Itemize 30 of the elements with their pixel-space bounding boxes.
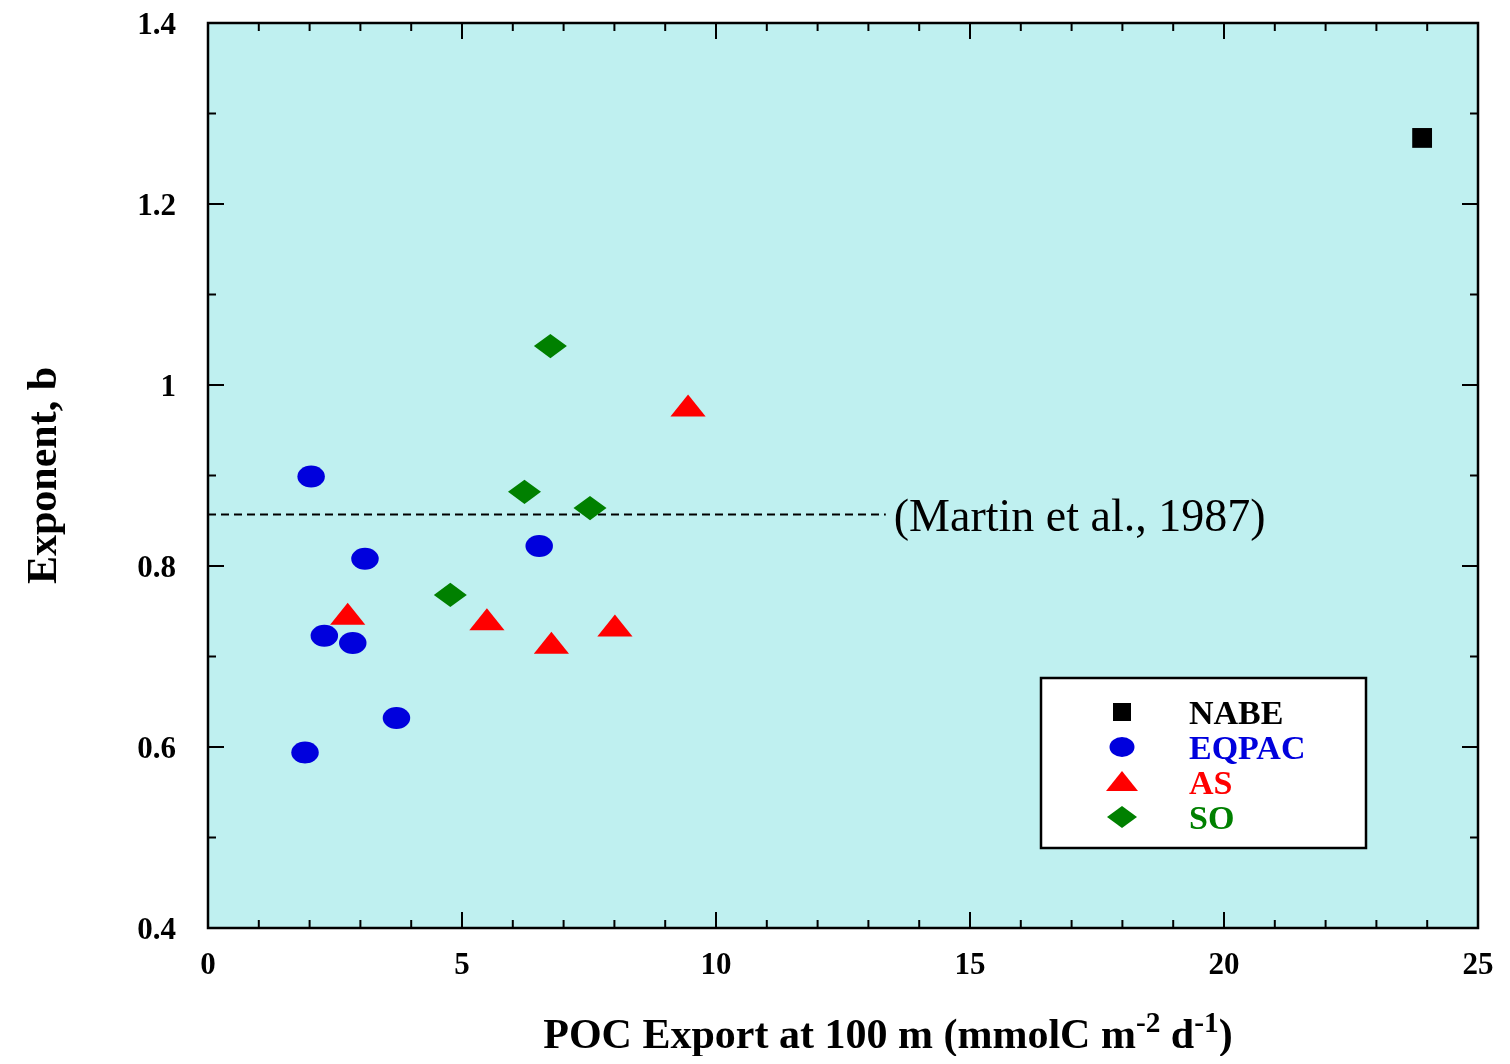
y-tick-label: 1 <box>160 367 176 403</box>
y-tick-label: 0.4 <box>137 910 176 946</box>
point <box>533 333 567 359</box>
point <box>310 624 339 647</box>
x-tick-label: 20 <box>1208 946 1240 981</box>
x-tick-label: 15 <box>954 946 986 981</box>
y-axis-title: Exponent, b <box>19 366 65 585</box>
x-tick-label: 0 <box>200 946 216 981</box>
y-tick-label: 1.4 <box>137 5 176 41</box>
point <box>351 547 379 570</box>
point <box>297 465 325 488</box>
y-tick-label: 1.2 <box>137 186 176 222</box>
x-tick-label: 5 <box>454 946 470 981</box>
legend-label: EQPAC <box>1189 728 1306 766</box>
point <box>291 741 319 764</box>
y-tick-label: 0.6 <box>137 729 176 765</box>
point <box>433 582 467 608</box>
point <box>339 631 367 654</box>
point <box>573 495 607 521</box>
legend-label: AS <box>1189 763 1233 801</box>
legend-label: NABE <box>1189 693 1284 731</box>
x-tick-label: 10 <box>700 946 732 981</box>
ref-line-label: (Martin et al., 1987) <box>893 489 1266 541</box>
point <box>507 479 541 504</box>
point <box>525 535 553 558</box>
point <box>382 707 411 730</box>
x-tick-label: 25 <box>1462 946 1494 981</box>
point <box>1412 128 1433 148</box>
y-tick-label: 0.8 <box>137 548 176 584</box>
legend-label: SO <box>1189 798 1235 836</box>
